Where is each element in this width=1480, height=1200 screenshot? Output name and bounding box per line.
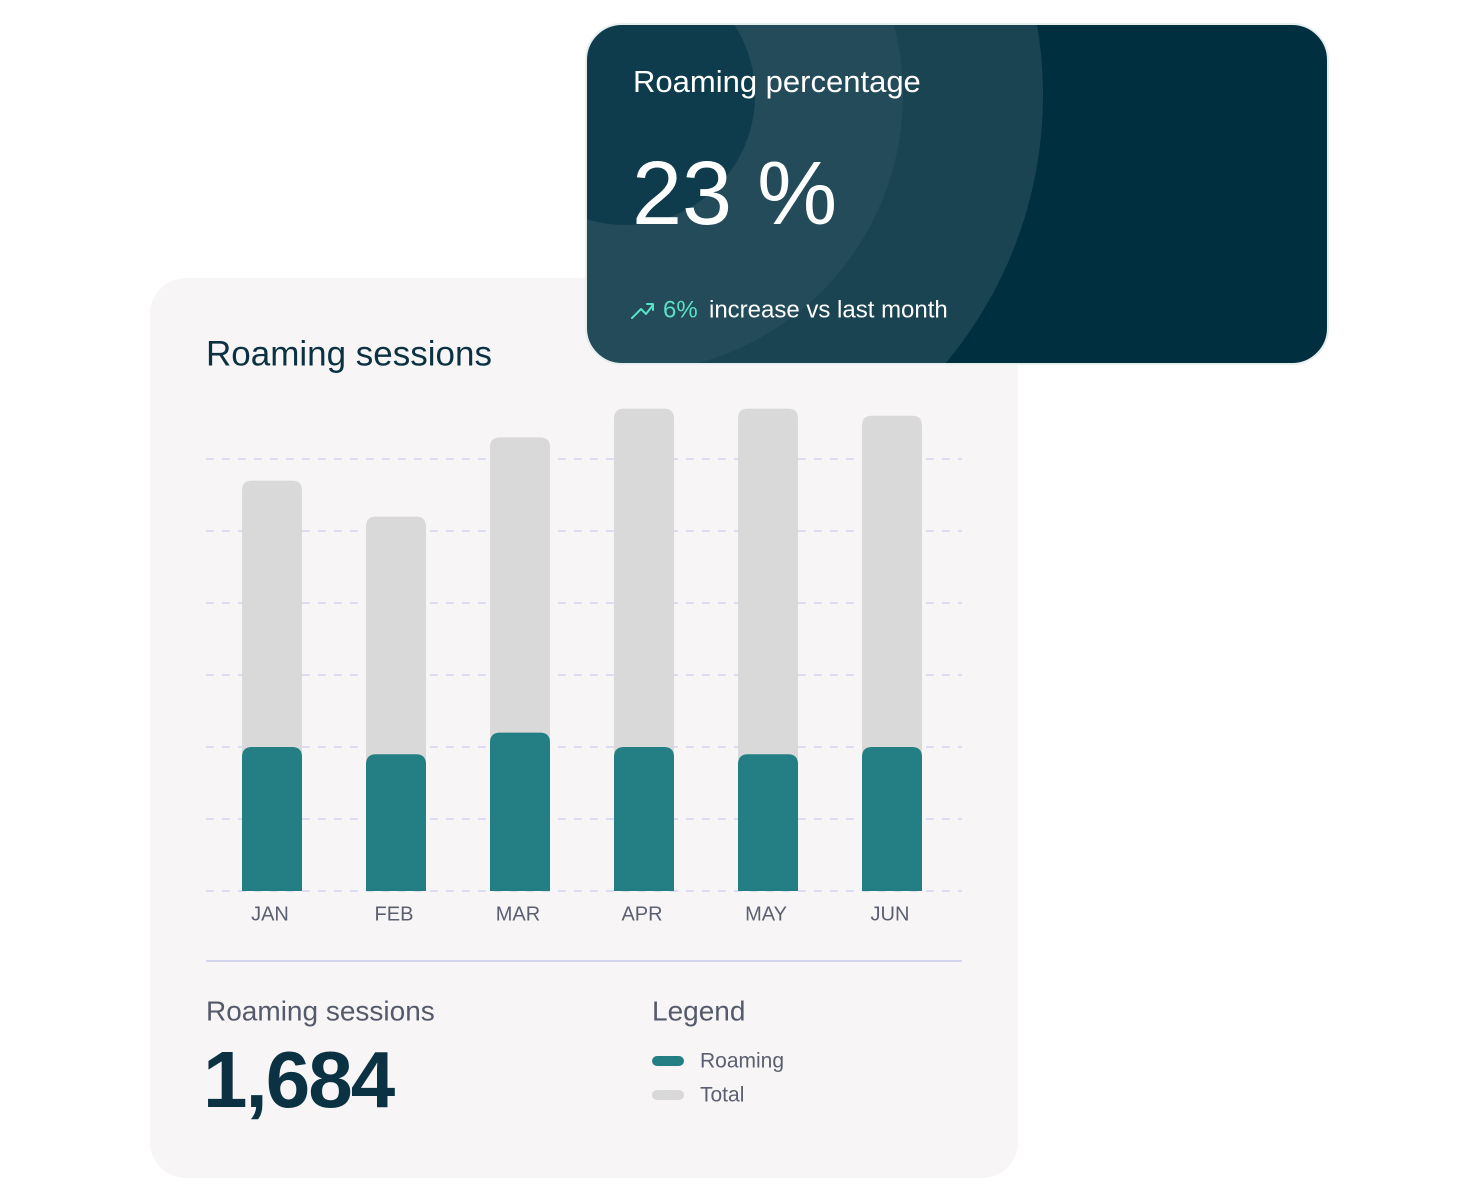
bar	[490, 732, 550, 891]
legend-label: Total	[700, 1084, 744, 1107]
change-value: 6%	[663, 296, 698, 323]
legend-label: Roaming	[700, 1050, 784, 1073]
x-tick-label: APR	[621, 903, 662, 925]
legend-title: Legend	[652, 995, 745, 1026]
x-tick-label: JUN	[871, 903, 910, 925]
bar	[614, 747, 674, 891]
plot: JAN FEB MAR APR MAY JUN	[206, 408, 962, 925]
chart-title: Roaming sessions	[206, 334, 492, 373]
percentage-card: Roaming percentage 23 % 6% increase vs l…	[585, 23, 1329, 365]
x-tick-label: JAN	[251, 903, 289, 925]
bar	[738, 754, 798, 891]
bar	[242, 747, 302, 891]
x-tick-label: MAY	[745, 903, 787, 925]
x-tick-label: FEB	[375, 903, 414, 925]
summary-label: Roaming sessions	[206, 995, 435, 1026]
summary-value: 1,684	[203, 1035, 396, 1124]
percentage-title: Roaming percentage	[633, 64, 921, 99]
bar	[862, 747, 922, 891]
sessions-card	[150, 278, 1018, 1178]
bar	[366, 754, 426, 891]
change-text: increase vs last month	[709, 296, 948, 323]
trend-icon	[631, 303, 654, 319]
x-tick-label: MAR	[496, 903, 540, 925]
percentage-value: 23 %	[632, 144, 837, 244]
legend: Roaming Total	[652, 1050, 784, 1107]
